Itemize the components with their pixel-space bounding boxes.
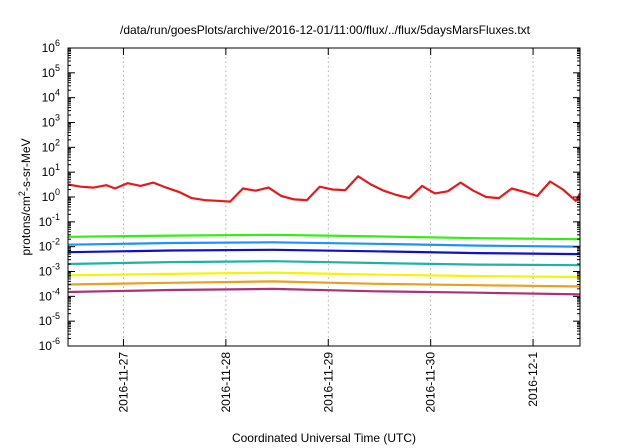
- x-tick-label: 2016-11-29: [321, 352, 335, 413]
- series-line-8: [67, 287, 581, 296]
- y-tick-label: 105: [42, 63, 60, 80]
- y-tick-label: 101: [42, 162, 60, 179]
- y-axis-title: protons/cm2-s-sr-MeV: [17, 138, 33, 255]
- y-tick-label: 10-4: [39, 286, 60, 303]
- series-line-5: [67, 260, 581, 267]
- plot-frame: [67, 47, 581, 347]
- y-tick-label: 106: [42, 38, 60, 55]
- y-tick-label: 100: [42, 187, 60, 204]
- y-axis-title-post: -s-sr-MeV: [19, 138, 33, 191]
- grid: [123, 48, 534, 346]
- y-axis-title-pre: protons/cm: [19, 196, 33, 255]
- y-tick-label: 103: [42, 113, 60, 130]
- y-tick-label: 10-2: [39, 237, 60, 254]
- y-tick-label: 10-1: [39, 212, 60, 229]
- x-tick-label: 2016-12-1: [526, 352, 540, 407]
- y-tick-label: 10-6: [39, 336, 60, 353]
- y-tick-label: 10-5: [39, 311, 60, 328]
- series-layer: [67, 175, 581, 296]
- series-line-4: [67, 248, 581, 256]
- y-tick-label: 102: [42, 137, 60, 154]
- series-line-2: [67, 233, 581, 241]
- x-tick-label: 2016-11-28: [219, 352, 233, 413]
- series-line-3: [67, 241, 581, 248]
- y-axis: 10-6 10-5 10-4 10-3 10-2 10-1 100 101 102 103 104 1…: [39, 38, 580, 353]
- y-tick-label: 10-3: [39, 262, 60, 279]
- x-axis-title: Coordinated Universal Time (UTC): [232, 431, 416, 445]
- x-tick-label: 2016-11-27: [116, 352, 130, 413]
- x-tick-label: 2016-11-30: [424, 352, 438, 413]
- y-axis-title-sup: 2: [17, 191, 27, 196]
- series-line-6: [67, 271, 581, 279]
- x-axis: 2016-11-27 2016-11-28 2016-11-29 2016-11-30…: [116, 48, 540, 413]
- series-line-7: [67, 280, 581, 288]
- chart-title: /data/run/goesPlots/archive/2016-12-01/1…: [120, 23, 531, 37]
- series-line-1: [67, 175, 581, 203]
- y-tick-label: 104: [42, 88, 60, 105]
